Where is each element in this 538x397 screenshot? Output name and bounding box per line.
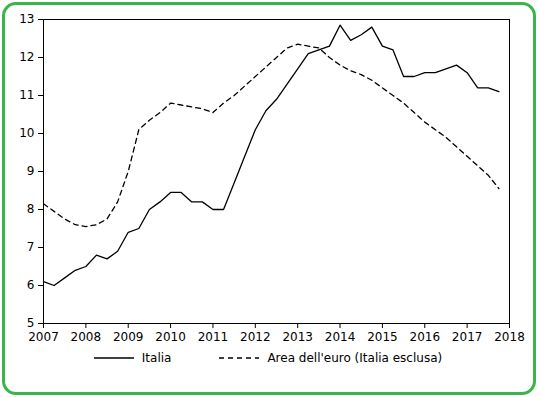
svg-text:10: 10 (19, 126, 34, 140)
svg-text:2018: 2018 (494, 330, 525, 344)
svg-text:2015: 2015 (367, 330, 398, 344)
svg-text:9: 9 (27, 164, 35, 178)
svg-text:2014: 2014 (325, 330, 356, 344)
svg-text:5: 5 (27, 316, 35, 330)
svg-text:11: 11 (19, 88, 34, 102)
svg-text:2007: 2007 (28, 330, 59, 344)
svg-text:2010: 2010 (155, 330, 186, 344)
svg-text:2016: 2016 (409, 330, 440, 344)
svg-text:2017: 2017 (452, 330, 483, 344)
html-text:Area dell'euro (Italia esclusa: Area dell'euro (Italia esclusa) (267, 351, 443, 365)
svg-text:2012: 2012 (240, 330, 271, 344)
svg-text:8: 8 (27, 202, 35, 216)
svg-text:6: 6 (27, 278, 35, 292)
svg-text:13: 13 (19, 12, 34, 26)
svg-text:2013: 2013 (282, 330, 313, 344)
svg-text:12: 12 (19, 50, 34, 64)
svg-text:2009: 2009 (113, 330, 144, 344)
html-text:Italia: Italia (141, 351, 172, 365)
svg-text:7: 7 (27, 240, 35, 254)
svg-text:2011: 2011 (198, 330, 229, 344)
svg-text:2008: 2008 (71, 330, 102, 344)
